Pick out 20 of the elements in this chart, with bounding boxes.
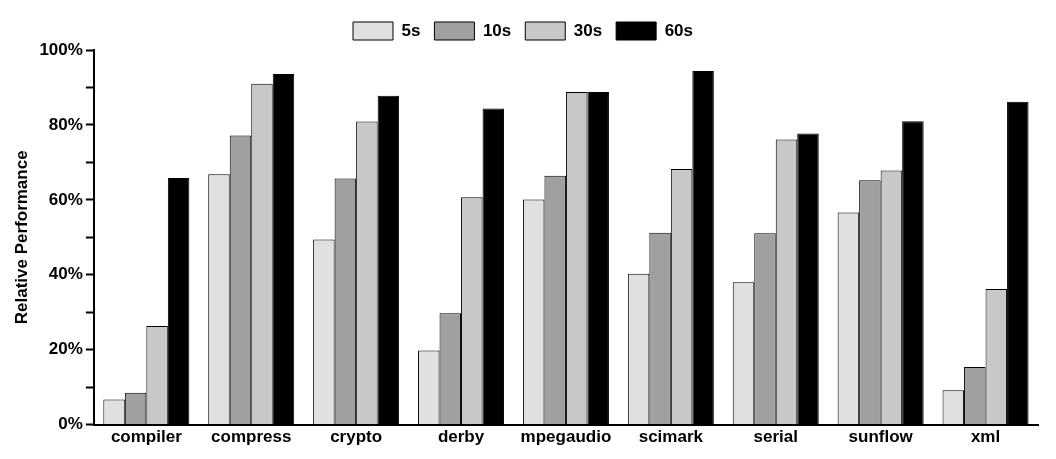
y-tick-label: 100% <box>39 39 83 59</box>
y-axis-title: Relative Performance <box>11 150 31 325</box>
y-tick-label: 0% <box>58 414 83 434</box>
x-tick-label: compress <box>211 427 292 447</box>
legend-label: 30s <box>573 20 603 40</box>
y-tick-label: 40% <box>48 264 83 284</box>
x-tick-label: scimark <box>638 427 704 447</box>
x-tick-label: compiler <box>110 427 183 447</box>
x-tick-label: mpegaudio <box>520 427 612 447</box>
legend-label: 5s <box>401 20 421 40</box>
y-tick-label: 60% <box>48 189 83 209</box>
y-tick-label: 20% <box>48 339 83 359</box>
legend-label: 60s <box>664 20 694 40</box>
x-tick-label: derby <box>437 427 485 447</box>
x-tick-label: crypto <box>330 427 383 447</box>
x-tick-label: sunflow <box>848 427 914 447</box>
legend-label: 10s <box>482 20 512 40</box>
x-tick-label: xml <box>970 427 1001 447</box>
y-tick-label: 80% <box>48 114 83 134</box>
x-tick-label: serial <box>753 427 798 447</box>
